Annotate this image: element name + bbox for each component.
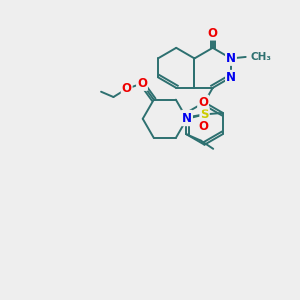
Text: O: O <box>208 27 218 40</box>
Text: O: O <box>122 82 132 95</box>
Text: O: O <box>198 120 208 133</box>
Text: N: N <box>226 52 236 65</box>
Text: N: N <box>182 111 192 124</box>
Text: O: O <box>137 77 147 90</box>
Text: CH₃: CH₃ <box>251 52 272 62</box>
Text: N: N <box>226 71 236 84</box>
Text: O: O <box>198 95 208 109</box>
Text: S: S <box>200 108 209 121</box>
Text: N: N <box>182 112 192 125</box>
